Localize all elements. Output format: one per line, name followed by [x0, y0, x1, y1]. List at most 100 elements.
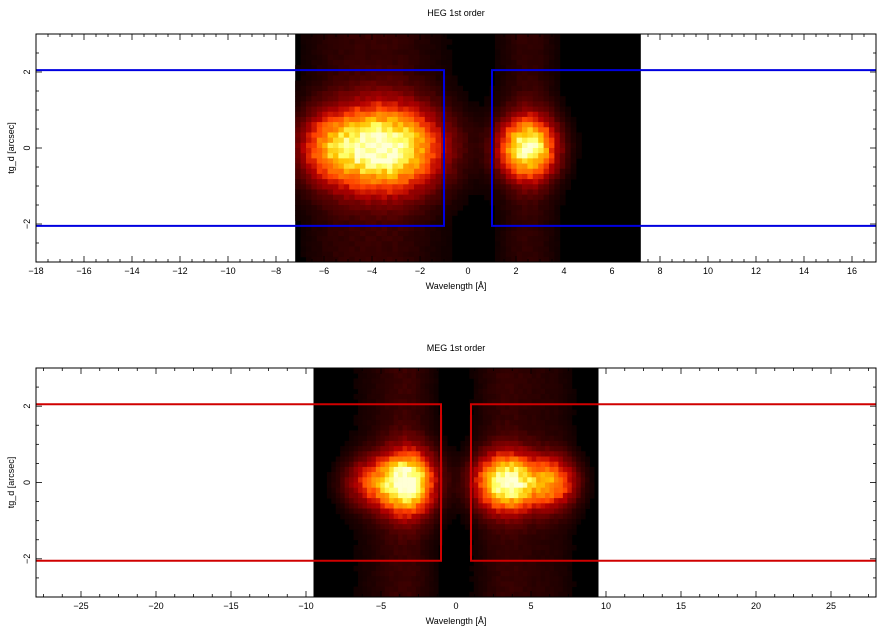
heatmap-cell	[344, 508, 350, 515]
heatmap-cell	[487, 440, 493, 447]
heatmap-cell	[402, 534, 408, 541]
heatmap-cell	[532, 142, 539, 149]
heatmap-cell	[536, 544, 542, 551]
heatmap-cell	[527, 210, 534, 216]
heatmap-cell	[468, 163, 474, 170]
heatmap-cell	[468, 179, 474, 185]
heatmap-cell	[349, 132, 355, 139]
heatmap-cell	[538, 194, 544, 201]
heatmap-cell	[333, 116, 339, 123]
heatmap-cell	[311, 39, 318, 45]
heatmap-cell	[504, 461, 510, 468]
heatmap-cell	[513, 482, 519, 489]
heatmap-cell	[366, 544, 372, 551]
heatmap-cell	[491, 591, 497, 598]
heatmap-cell	[495, 44, 501, 50]
heatmap-cell	[441, 241, 447, 247]
heatmap-cell	[306, 194, 312, 201]
heatmap-cell	[478, 446, 484, 452]
heatmap-cell	[311, 158, 318, 164]
heatmap-cell	[504, 435, 510, 442]
x-tick-label: 20	[751, 601, 761, 611]
heatmap-cell	[360, 168, 366, 175]
heatmap-cell	[384, 524, 390, 530]
heatmap-cell	[522, 205, 528, 211]
heatmap-cell	[513, 472, 519, 478]
heatmap-cell	[411, 388, 417, 395]
heatmap-cell	[420, 451, 426, 457]
heatmap-cell	[376, 210, 382, 216]
heatmap-cell	[403, 142, 409, 149]
heatmap-cell	[344, 518, 350, 525]
heatmap-cell	[353, 492, 359, 499]
heatmap-cell	[518, 373, 524, 379]
heatmap-cell	[522, 508, 528, 515]
heatmap-cell	[300, 148, 307, 154]
heatmap-cell	[505, 96, 512, 102]
heatmap-cell	[478, 508, 484, 515]
heatmap-cell	[295, 91, 301, 97]
heatmap-cell	[451, 158, 458, 164]
heatmap-cell	[513, 513, 519, 520]
heatmap-cell	[460, 508, 466, 515]
heatmap-cell	[393, 498, 399, 504]
heatmap-cell	[327, 168, 334, 175]
heatmap-cell	[536, 513, 542, 520]
heatmap-cell	[447, 503, 452, 509]
heatmap-cell	[571, 430, 577, 437]
heatmap-cell	[549, 477, 555, 483]
heatmap-cell	[549, 127, 555, 133]
heatmap-cell	[338, 225, 345, 232]
heatmap-cell	[358, 513, 363, 520]
heatmap-cell	[397, 44, 404, 50]
heatmap-cell	[343, 230, 350, 237]
heatmap-cell	[311, 189, 318, 196]
heatmap-cell	[478, 555, 484, 561]
x-tick-label: −10	[220, 266, 235, 276]
heatmap-cell	[496, 565, 501, 572]
heatmap-cell	[384, 399, 390, 405]
heatmap-cell	[500, 456, 506, 463]
heatmap-cell	[558, 388, 564, 395]
heatmap-cell	[322, 246, 328, 253]
heatmap-cell	[543, 85, 550, 92]
heatmap-cell	[527, 404, 533, 411]
heatmap-cell	[358, 555, 363, 561]
heatmap-cell	[365, 163, 372, 170]
heatmap-cell	[562, 414, 568, 421]
heatmap-cell	[338, 246, 345, 253]
heatmap-cell	[478, 513, 484, 520]
heatmap-cell	[513, 581, 519, 587]
heatmap-cell	[500, 230, 507, 237]
heatmap-cell	[527, 225, 534, 232]
heatmap-cell	[441, 65, 447, 71]
heatmap-cell	[327, 111, 334, 118]
heatmap-cell	[567, 373, 573, 379]
heatmap-cell	[354, 194, 361, 201]
heatmap-cell	[402, 503, 408, 509]
heatmap-cell	[509, 456, 515, 463]
heatmap-cell	[381, 91, 388, 97]
heatmap-cell	[408, 210, 415, 216]
heatmap-cell	[532, 106, 539, 113]
heatmap-cell	[540, 435, 546, 442]
heatmap-cell	[403, 137, 409, 144]
heatmap-cell	[366, 565, 372, 572]
heatmap-cell	[397, 246, 404, 253]
heatmap-cell	[370, 59, 377, 66]
heatmap-cell	[397, 65, 404, 71]
heatmap-cell	[381, 205, 388, 211]
heatmap-cell	[322, 189, 328, 196]
heatmap-cell	[424, 430, 430, 437]
heatmap-cell	[387, 173, 393, 180]
heatmap-cell	[518, 581, 524, 587]
heatmap-cell	[504, 451, 510, 457]
heatmap-cell	[435, 179, 442, 185]
heatmap-cell	[411, 399, 417, 405]
heatmap-cell	[442, 435, 448, 442]
heatmap-cell	[496, 591, 501, 598]
heatmap-cell	[402, 373, 408, 379]
heatmap-cell	[549, 220, 555, 227]
heatmap-cell	[478, 482, 484, 489]
heatmap-cell	[366, 576, 372, 582]
